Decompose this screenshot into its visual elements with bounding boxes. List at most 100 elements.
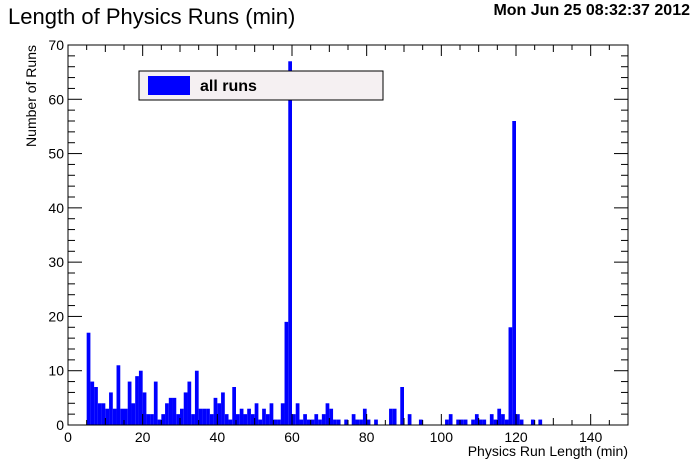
histogram-bar [239, 408, 244, 425]
histogram-bar [460, 419, 464, 425]
histogram-bar [124, 408, 128, 425]
histogram-bar [112, 408, 117, 425]
histogram-bar [445, 419, 449, 425]
histogram-bar [243, 414, 248, 425]
histogram-bar [86, 332, 91, 425]
histogram-bar [463, 419, 468, 425]
histogram-bar [247, 408, 251, 425]
histogram-bar [325, 403, 330, 425]
histogram-bar [374, 419, 378, 425]
histogram-bar [183, 392, 188, 425]
y-tick-label: 10 [48, 363, 64, 379]
histogram-bar [127, 381, 132, 425]
histogram-bar [265, 414, 270, 425]
x-tick-label: 60 [284, 429, 300, 445]
y-axis-label: Number of Runs [23, 45, 39, 147]
histogram-bar [236, 414, 240, 425]
histogram-bar [138, 370, 143, 425]
histogram-bar [329, 408, 334, 425]
histogram-bar [269, 403, 274, 425]
x-tick-label: 80 [359, 429, 375, 445]
histogram-bar [389, 408, 393, 425]
histogram-bar [333, 419, 337, 425]
histogram-bar [407, 414, 412, 425]
histogram-bar [202, 408, 207, 425]
histogram-bar [168, 397, 173, 425]
histogram-bar [318, 419, 322, 425]
histogram-bar [221, 392, 225, 425]
histogram-bar [105, 408, 110, 425]
histogram-bar [295, 403, 300, 425]
x-tick-label: 20 [135, 429, 151, 445]
histogram-bar [157, 419, 162, 425]
histogram-bar [187, 381, 192, 425]
histogram-bar [273, 419, 278, 425]
histogram-bar [191, 414, 195, 425]
histogram-bar [176, 414, 180, 425]
y-tick-label: 0 [56, 417, 64, 433]
histogram-bar [336, 419, 341, 425]
histogram-bar [254, 403, 259, 425]
histogram-bar [456, 419, 460, 425]
histogram-bar [250, 414, 255, 425]
histogram-bar [321, 414, 326, 425]
histogram-bar [131, 403, 136, 425]
histogram-bar [284, 321, 289, 425]
histogram-bar [146, 414, 151, 425]
histogram-bar [277, 419, 281, 425]
histogram-bar [418, 419, 423, 425]
histogram-bar [359, 419, 363, 425]
histogram-bar [120, 408, 124, 425]
legend-label: all runs [200, 78, 257, 95]
histogram-bar [109, 392, 113, 425]
x-tick-label: 120 [504, 429, 528, 445]
histogram-bar [180, 408, 184, 425]
histogram-bar [303, 414, 307, 425]
legend-swatch [148, 76, 190, 95]
x-axis-label: Physics Run Length (min) [468, 443, 628, 459]
histogram-bar [310, 419, 315, 425]
y-tick-label: 70 [48, 37, 64, 53]
histogram-bar [344, 419, 348, 425]
bars-group [86, 61, 543, 426]
histogram-bar [258, 419, 263, 425]
histogram-bar [501, 414, 505, 425]
histogram-bar [90, 381, 95, 425]
y-tick-label: 30 [48, 254, 64, 270]
histogram-bar [474, 414, 479, 425]
y-tick-label: 40 [48, 200, 64, 216]
histogram-bar [94, 387, 98, 425]
histogram-bar [519, 419, 524, 425]
histogram-bar [153, 381, 158, 425]
axes-group: 0 20 40 60 80 100 120 140 0 10 20 30 40 50 60 70 [48, 37, 629, 445]
histogram-bar [448, 414, 453, 425]
chart-title: Length of Physics Runs (min) [8, 4, 296, 29]
histogram-bar [314, 414, 319, 425]
histogram-bar [400, 387, 404, 425]
histogram-bar [489, 414, 494, 425]
x-tick-label: 140 [579, 429, 603, 445]
histogram-bar [213, 397, 218, 425]
histogram-bar [516, 414, 520, 425]
histogram-bar [362, 408, 367, 425]
timestamp: Mon Jun 25 08:32:37 2012 [493, 2, 690, 19]
histogram-bar [198, 408, 203, 425]
histogram-bar [142, 392, 147, 425]
legend: all runs [138, 70, 384, 101]
histogram-bar [538, 419, 543, 425]
histogram-bar [288, 61, 292, 426]
x-tick-label: 40 [210, 429, 226, 445]
histogram-bar [471, 419, 475, 425]
histogram-bar [292, 414, 296, 425]
histogram-bar [306, 419, 311, 425]
histogram-bar [150, 414, 154, 425]
histogram-bar [504, 419, 509, 425]
histogram-bar [206, 408, 210, 425]
histogram-bar [530, 419, 535, 425]
histogram-bar [482, 419, 487, 425]
histogram-bar [280, 403, 285, 425]
x-tick-label: 100 [430, 429, 454, 445]
histogram-bar [224, 414, 229, 425]
histogram-bar [97, 403, 102, 425]
